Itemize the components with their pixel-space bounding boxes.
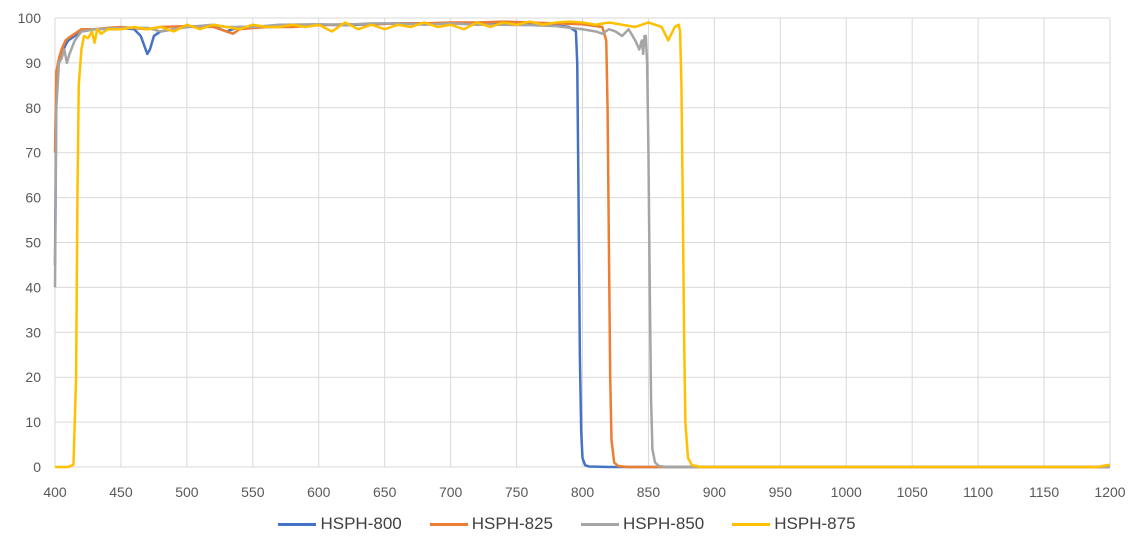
y-tick-label: 100 (18, 10, 42, 26)
x-tick-label: 1000 (831, 484, 862, 500)
legend-label: HSPH-875 (774, 514, 856, 533)
y-tick-label: 10 (25, 414, 41, 430)
legend-label: HSPH-825 (471, 514, 553, 533)
x-tick-label: 700 (439, 484, 463, 500)
x-tick-label: 1150 (1029, 484, 1059, 500)
y-tick-label: 20 (25, 369, 41, 385)
legend-swatch (429, 522, 468, 526)
legend-swatch (732, 522, 771, 526)
x-tick-label: 950 (769, 484, 793, 500)
y-tick-label: 90 (25, 55, 41, 71)
x-tick-label: 500 (175, 484, 199, 500)
legend-item: HSPH-825 (429, 514, 553, 534)
y-tick-label: 80 (25, 100, 41, 116)
x-tick-label: 400 (43, 484, 67, 500)
y-tick-label: 0 (33, 459, 41, 475)
x-tick-label: 850 (637, 484, 661, 500)
legend-swatch (581, 522, 619, 526)
gridlines (54, 17, 1111, 468)
y-tick-label: 60 (25, 190, 41, 206)
x-tick-label: 1200 (1094, 484, 1125, 500)
y-tick-label: 50 (25, 235, 41, 251)
legend-item: HSPH-850 (581, 514, 704, 534)
x-tick-label: 900 (703, 484, 727, 500)
legend-label: HSPH-850 (623, 514, 705, 533)
legend-swatch (278, 522, 317, 526)
x-tick-label: 750 (505, 484, 529, 500)
x-tick-label: 550 (241, 484, 265, 500)
legend-label: HSPH-800 (320, 514, 402, 533)
y-tick-label: 30 (25, 324, 41, 340)
series-lines (53, 20, 1111, 469)
x-tick-label: 650 (373, 484, 397, 500)
x-tick-label: 600 (307, 484, 331, 500)
x-tick-label: 800 (571, 484, 595, 500)
y-tick-label: 70 (25, 145, 41, 161)
series-line-hsph-850 (53, 22, 1110, 469)
legend: HSPH-800 HSPH-825 HSPH-850 HSPH-875 (0, 514, 1134, 534)
x-tick-label: 450 (109, 484, 133, 500)
series-line-hsph-875 (55, 20, 1111, 469)
x-axis-ticks: 400 450 500 550 600 650 700 750 800 850 900 950 1000… (43, 484, 1125, 500)
x-tick-label: 1100 (963, 484, 993, 500)
y-tick-label: 40 (25, 279, 41, 295)
x-tick-label: 1050 (897, 484, 928, 500)
y-axis-ticks: 0 10 20 30 40 50 60 70 80 90 100 (18, 10, 42, 475)
legend-item: HSPH-800 (278, 514, 402, 534)
legend-item: HSPH-875 (732, 514, 856, 534)
